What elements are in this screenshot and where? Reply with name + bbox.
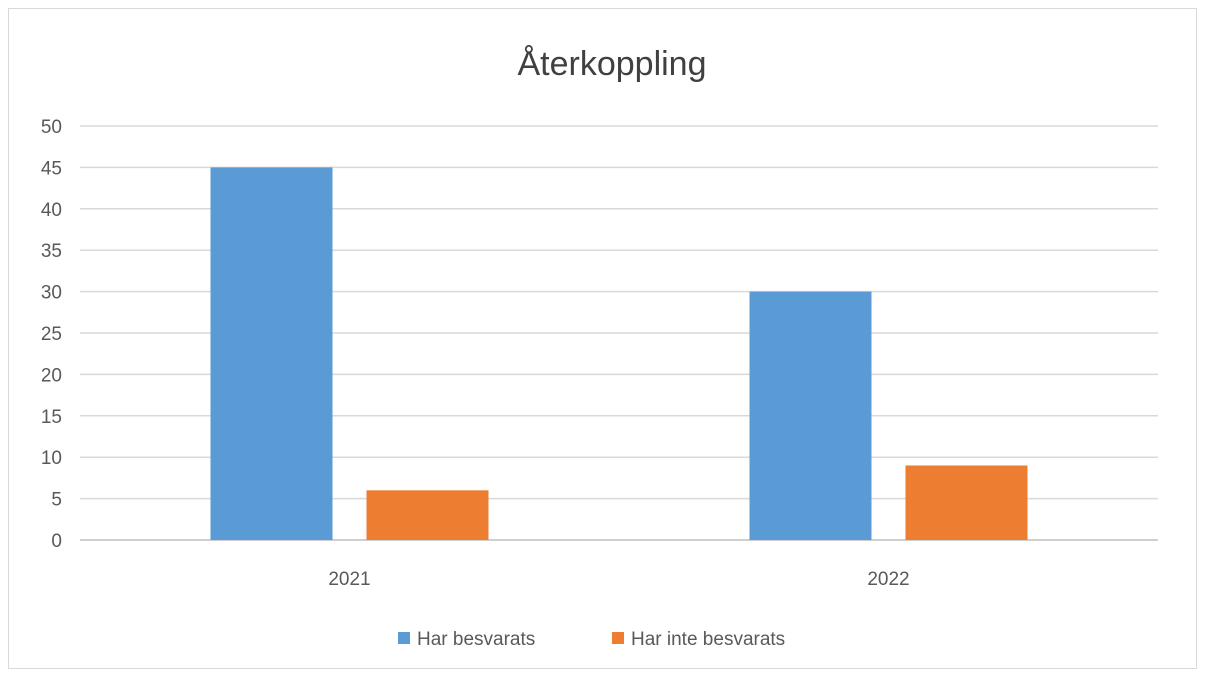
y-tick-label: 30 xyxy=(41,283,62,304)
legend-swatch xyxy=(398,632,410,644)
x-category-label: 2021 xyxy=(328,569,370,590)
chart-frame xyxy=(8,8,1197,669)
legend-label: Har besvarats xyxy=(417,629,535,650)
bar-har-besvarats-2022 xyxy=(749,291,872,540)
y-tick-label: 40 xyxy=(41,200,62,221)
bars xyxy=(210,167,1028,540)
y-tick-label: 50 xyxy=(41,117,62,138)
y-tick-label: 20 xyxy=(41,365,62,386)
bar-har-besvarats-2021 xyxy=(210,167,333,540)
legend-swatch xyxy=(612,632,624,644)
y-tick-label: 10 xyxy=(41,448,62,469)
y-tick-label: 25 xyxy=(41,324,62,345)
y-tick-label: 35 xyxy=(41,241,62,262)
legend-label: Har inte besvarats xyxy=(631,629,785,650)
bar-har-inte-besvarats-2021 xyxy=(366,490,489,540)
y-axis-ticks: 0 5 10 15 20 25 30 35 40 45 50 xyxy=(41,117,62,552)
x-axis-labels: 2021 2022 xyxy=(328,569,909,590)
legend: Har besvarats Har inte besvarats xyxy=(398,629,785,650)
chart-title: Återkoppling xyxy=(517,45,706,83)
bar-har-inte-besvarats-2022 xyxy=(905,465,1028,540)
x-category-label: 2022 xyxy=(867,569,909,590)
y-tick-label: 5 xyxy=(51,490,62,511)
y-tick-label: 45 xyxy=(41,158,62,179)
y-tick-label: 15 xyxy=(41,407,62,428)
y-tick-label: 0 xyxy=(51,531,62,552)
